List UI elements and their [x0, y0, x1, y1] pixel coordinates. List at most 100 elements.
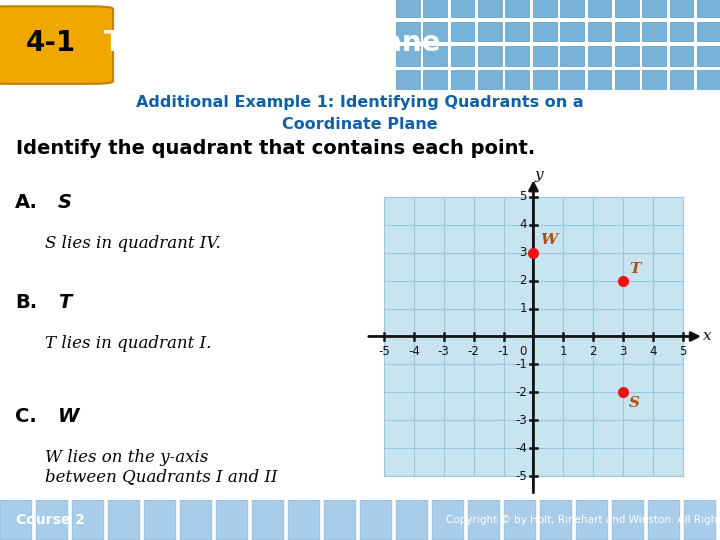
Bar [612, 500, 644, 540]
Bar [615, 0, 639, 17]
Text: -1: -1 [498, 345, 510, 358]
Bar [697, 70, 720, 90]
Bar [533, 70, 557, 90]
Bar [670, 70, 693, 90]
Bar [396, 0, 420, 17]
Text: C.: C. [15, 407, 37, 426]
Text: The Coordinate Plane: The Coordinate Plane [104, 29, 441, 57]
Text: Coordinate Plane: Coordinate Plane [282, 117, 438, 132]
Bar [144, 500, 176, 540]
Bar [642, 70, 666, 90]
Bar [642, 0, 666, 17]
Text: -2: -2 [515, 386, 527, 399]
Bar [642, 46, 666, 66]
Bar [670, 0, 693, 17]
Bar [588, 46, 611, 66]
Bar [615, 70, 639, 90]
Text: -5: -5 [515, 469, 527, 483]
Bar [560, 46, 584, 66]
Bar [324, 500, 356, 540]
Text: 5: 5 [679, 345, 687, 358]
Bar [451, 46, 474, 66]
Text: A.: A. [15, 193, 38, 212]
Text: -2: -2 [468, 345, 480, 358]
Text: 4: 4 [649, 345, 657, 358]
Bar [432, 500, 464, 540]
Bar [478, 22, 502, 42]
Text: Identify the quadrant that contains each point.: Identify the quadrant that contains each… [16, 139, 535, 158]
Text: -4: -4 [408, 345, 420, 358]
Bar [360, 500, 392, 540]
Text: W: W [58, 407, 79, 426]
Bar [576, 500, 608, 540]
Bar [72, 500, 104, 540]
Text: Additional Example 1: Identifying Quadrants on a: Additional Example 1: Identifying Quadra… [136, 96, 584, 110]
Bar [504, 500, 536, 540]
Bar [697, 22, 720, 42]
Bar [478, 70, 502, 90]
Bar [478, 0, 502, 17]
Text: 0: 0 [519, 345, 527, 358]
Bar [180, 500, 212, 540]
Bar [670, 46, 693, 66]
Bar [108, 500, 140, 540]
Text: T: T [629, 261, 641, 275]
Bar [451, 22, 474, 42]
Bar [478, 46, 502, 66]
Text: W: W [540, 233, 557, 247]
Bar [0, 500, 32, 540]
Bar [615, 46, 639, 66]
Bar [451, 70, 474, 90]
Text: 5: 5 [519, 191, 527, 204]
Text: 2: 2 [590, 345, 597, 358]
Bar [505, 46, 529, 66]
Text: T: T [58, 293, 71, 312]
Bar [423, 70, 447, 90]
Text: 2: 2 [519, 274, 527, 287]
Text: 3: 3 [619, 345, 627, 358]
Text: 3: 3 [519, 246, 527, 259]
FancyBboxPatch shape [0, 6, 113, 84]
Bar [697, 0, 720, 17]
Text: 4: 4 [519, 218, 527, 231]
Text: 1: 1 [559, 345, 567, 358]
Text: Copyright © by Holt, Rinehart and Winston. All Rights Reserved.: Copyright © by Holt, Rinehart and Winsto… [446, 515, 720, 525]
Text: -3: -3 [515, 414, 527, 427]
Bar [540, 500, 572, 540]
Bar [468, 500, 500, 540]
Bar [533, 46, 557, 66]
Bar [396, 500, 428, 540]
Text: 1: 1 [519, 302, 527, 315]
Text: B.: B. [15, 293, 37, 312]
Bar [36, 500, 68, 540]
Bar [396, 22, 420, 42]
Bar [648, 500, 680, 540]
Text: -4: -4 [515, 442, 527, 455]
Bar [505, 22, 529, 42]
Bar [615, 22, 639, 42]
Text: -3: -3 [438, 345, 449, 358]
Text: S: S [58, 193, 72, 212]
Bar [451, 0, 474, 17]
Bar [588, 0, 611, 17]
Text: y: y [534, 168, 543, 182]
Bar [533, 22, 557, 42]
Bar [288, 500, 320, 540]
Bar [252, 500, 284, 540]
Bar [670, 22, 693, 42]
Bar [216, 500, 248, 540]
Bar [533, 0, 557, 17]
Bar [423, 0, 447, 17]
Bar [697, 46, 720, 66]
Bar [384, 197, 683, 476]
Bar [505, 0, 529, 17]
Text: 4-1: 4-1 [25, 29, 76, 57]
Bar [505, 70, 529, 90]
Bar [560, 70, 584, 90]
Bar [684, 500, 716, 540]
Text: Course 2: Course 2 [16, 513, 85, 526]
Bar [423, 46, 447, 66]
Text: T lies in quadrant I.: T lies in quadrant I. [45, 335, 211, 352]
Text: -5: -5 [378, 345, 390, 358]
Bar [396, 70, 420, 90]
